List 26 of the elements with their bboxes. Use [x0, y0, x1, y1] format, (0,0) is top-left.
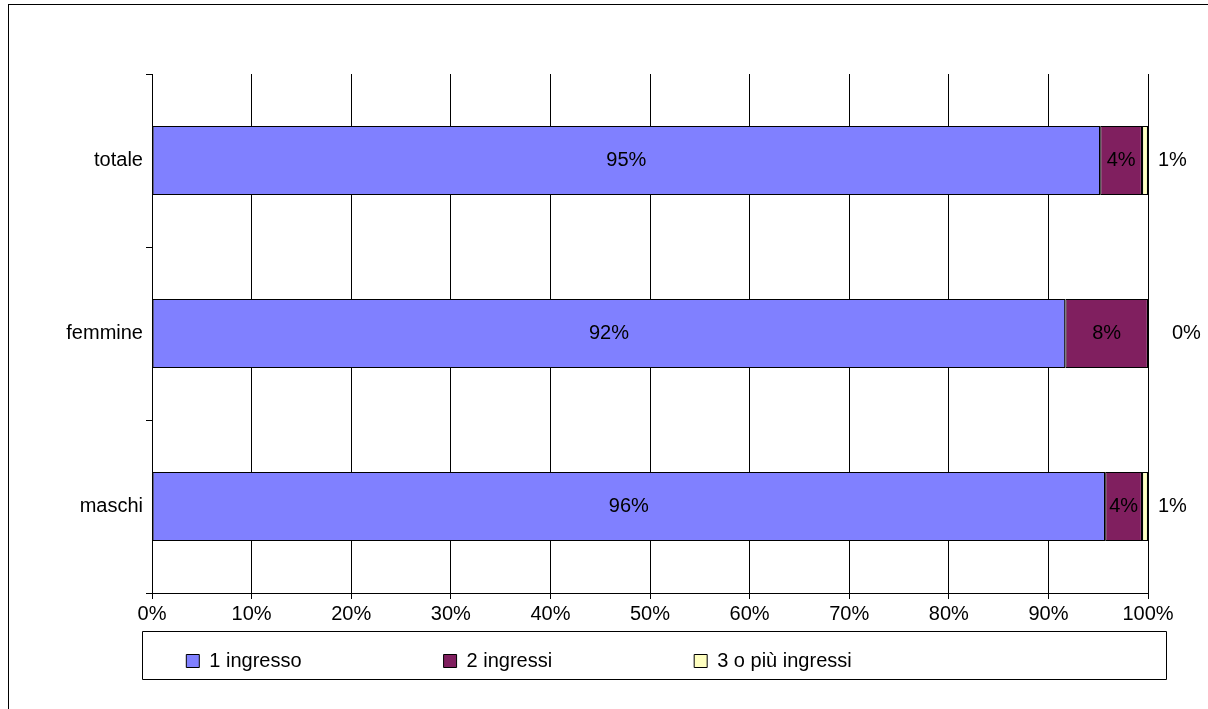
data-label: 0% — [1172, 321, 1202, 344]
x-tick-label: 10% — [231, 601, 272, 624]
legend-label: 1 ingresso — [209, 648, 422, 671]
x-tick-label: 80% — [928, 601, 970, 624]
x-tick-label: 40% — [530, 601, 571, 624]
data-label: 95% — [606, 148, 647, 171]
x-tick-label: 60% — [729, 601, 770, 624]
x-tick-label: 20% — [331, 601, 372, 624]
y-tick-label: maschi — [79, 494, 143, 517]
legend-label: 3 o più ingressi — [717, 648, 972, 671]
x-tick-label: 70% — [829, 601, 870, 624]
data-label: 1% — [1158, 494, 1188, 517]
data-label: 4% — [1106, 148, 1136, 171]
data-label: 4% — [1109, 494, 1139, 517]
x-tick-label: 90% — [1028, 601, 1069, 624]
x-tick-label: 50% — [629, 601, 671, 624]
data-label: 92% — [588, 321, 630, 344]
x-tick-label: 100% — [1122, 601, 1174, 624]
data-label: 96% — [608, 494, 650, 517]
data-label: 8% — [1092, 321, 1122, 344]
x-tick-label: 0% — [137, 601, 167, 624]
legend-label: 2 ingressi — [466, 648, 673, 671]
data-label: 1% — [1158, 148, 1188, 171]
y-tick-label: totale — [94, 148, 143, 171]
x-tick-label: 30% — [430, 601, 472, 624]
y-tick-label: femmine — [66, 321, 143, 344]
